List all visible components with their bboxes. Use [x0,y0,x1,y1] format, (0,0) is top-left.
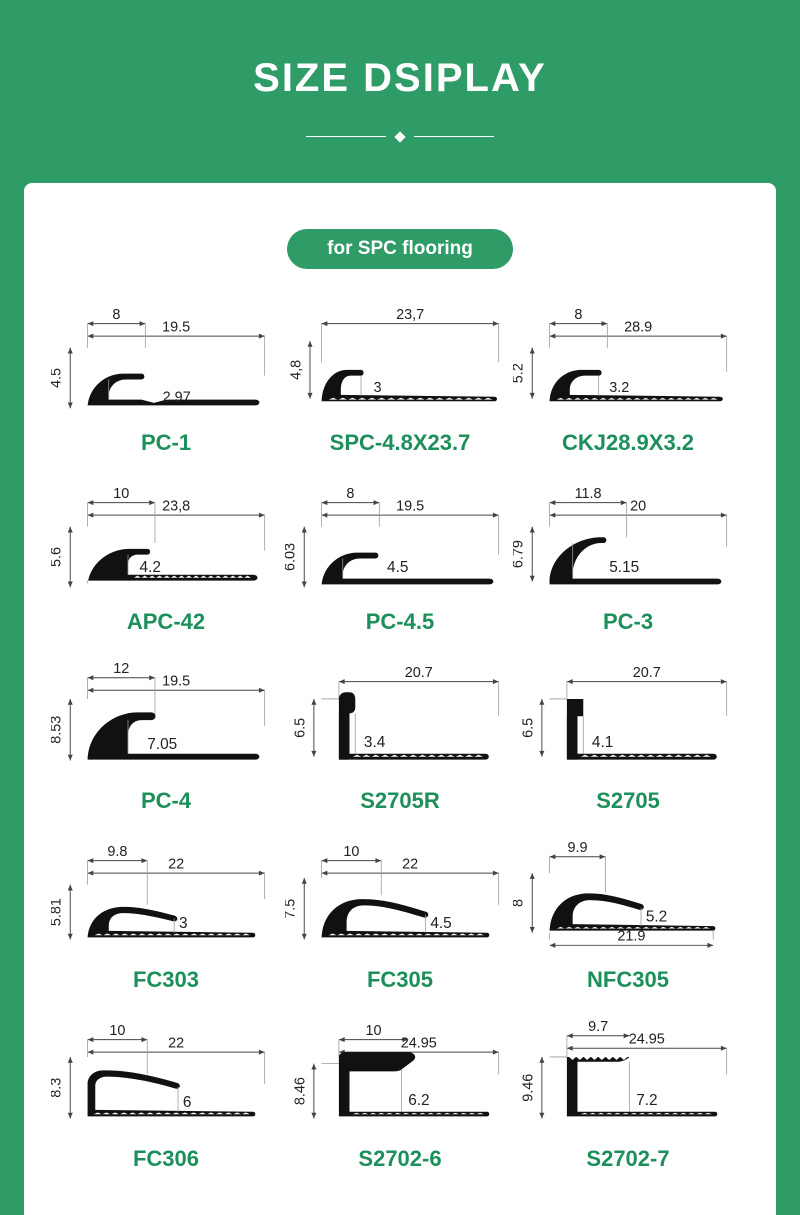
svg-text:8: 8 [346,486,354,502]
svg-text:7.05: 7.05 [147,736,177,753]
svg-text:6.79: 6.79 [513,540,527,568]
svg-text:5.2: 5.2 [513,363,527,383]
svg-text:3.2: 3.2 [609,380,629,396]
svg-text:8: 8 [513,899,527,907]
svg-text:8.46: 8.46 [292,1077,308,1105]
svg-text:9.8: 9.8 [107,844,127,860]
svg-text:19.5: 19.5 [162,319,190,335]
svg-text:21.9: 21.9 [617,929,645,945]
svg-text:10: 10 [365,1023,381,1039]
svg-text:5.81: 5.81 [51,898,65,926]
svg-text:4.5: 4.5 [430,915,451,932]
svg-text:4.1: 4.1 [591,734,612,751]
svg-text:6.5: 6.5 [292,718,308,738]
svg-text:9.7: 9.7 [588,1019,608,1035]
svg-text:5.2: 5.2 [645,908,666,925]
svg-text:12: 12 [113,661,129,677]
svg-text:3: 3 [373,380,381,396]
svg-text:4,8: 4,8 [288,360,304,380]
svg-text:10: 10 [109,1023,125,1039]
svg-text:4.5: 4.5 [51,368,65,388]
svg-text:2.97: 2.97 [162,390,190,406]
svg-text:11.8: 11.8 [574,486,601,502]
svg-text:5.6: 5.6 [51,547,65,567]
svg-text:4.2: 4.2 [139,559,160,576]
svg-text:23,8: 23,8 [162,498,190,514]
svg-text:3: 3 [179,915,188,932]
svg-text:8.3: 8.3 [51,1078,65,1098]
svg-text:8: 8 [112,307,120,323]
svg-text:3.4: 3.4 [363,734,385,751]
svg-text:5.15: 5.15 [609,559,639,576]
svg-text:4.5: 4.5 [387,559,408,576]
svg-text:6.03: 6.03 [285,543,299,571]
svg-text:22: 22 [402,856,418,872]
svg-text:7.5: 7.5 [285,899,299,919]
svg-text:22: 22 [168,1035,184,1051]
svg-text:9.9: 9.9 [567,840,587,856]
svg-text:10: 10 [113,486,129,502]
svg-text:6.5: 6.5 [520,718,536,738]
svg-text:6: 6 [182,1094,191,1111]
svg-text:8: 8 [574,307,582,323]
svg-text:8.53: 8.53 [51,716,65,744]
svg-text:22: 22 [168,856,184,872]
svg-text:20.7: 20.7 [632,665,660,681]
svg-text:24.95: 24.95 [400,1035,436,1051]
svg-text:10: 10 [343,844,359,860]
svg-text:19.5: 19.5 [396,498,424,514]
svg-text:23,7: 23,7 [396,307,424,323]
svg-text:20: 20 [630,498,646,514]
svg-text:19.5: 19.5 [162,673,190,689]
svg-text:6.2: 6.2 [408,1092,429,1109]
svg-text:7.2: 7.2 [636,1092,657,1109]
svg-text:28.9: 28.9 [624,319,652,335]
svg-text:9.46: 9.46 [520,1074,536,1102]
svg-text:24.95: 24.95 [628,1031,664,1047]
svg-text:20.7: 20.7 [404,665,432,681]
